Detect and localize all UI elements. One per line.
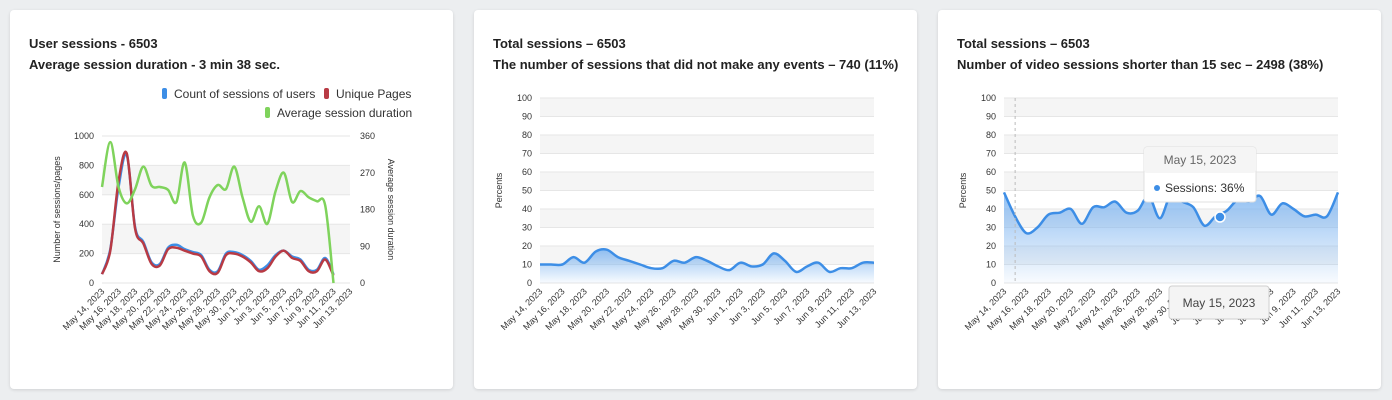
y-tick-label: 70 [986, 149, 996, 159]
grid-band [540, 98, 874, 117]
user-sessions-card: User sessions - 6503 Average session dur… [10, 10, 453, 389]
y-tick-label: 30 [986, 223, 996, 233]
y-tick-label: 90 [986, 112, 996, 122]
tooltip-label: Sessions: 36% [1165, 181, 1245, 195]
legend-swatch [265, 107, 270, 118]
y-tick-label: 20 [522, 241, 532, 251]
y-tick-label: 600 [79, 190, 94, 200]
legend-swatch [162, 88, 167, 99]
legend-swatch [324, 88, 329, 99]
y-axis-label: Percents [958, 172, 968, 208]
y-tick-label: 60 [986, 167, 996, 177]
y-tick-label: 10 [986, 260, 996, 270]
y-tick-label: 20 [986, 241, 996, 251]
crosshair-date-text: May 15, 2023 [1183, 296, 1256, 310]
series-line [100, 150, 335, 277]
legend-label: Unique Pages [336, 87, 411, 101]
y-tick-label: 0 [527, 278, 532, 288]
series-line [100, 140, 335, 284]
y-tick-label: 10 [522, 260, 532, 270]
y-tick-label: 40 [522, 204, 532, 214]
y-tick-label: 30 [522, 223, 532, 233]
y-tick-label: 40 [986, 204, 996, 214]
hover-marker [1214, 211, 1226, 223]
series-area [540, 249, 874, 283]
y-tick-label: 0 [991, 278, 996, 288]
sessions-duration-chart[interactable]: 0 200 400 600 800 1000 0 90 180 270 360 Number of s… [10, 10, 453, 389]
y-tick-label: 400 [79, 219, 94, 229]
legend-label: Average session duration [277, 106, 412, 120]
y-tick-label: 80 [522, 130, 532, 140]
y-right-tick-label: 270 [360, 168, 375, 178]
grid-band [102, 224, 350, 254]
tooltip-marker [1154, 185, 1160, 191]
y-right-tick-label: 0 [360, 278, 365, 288]
card-title: Total sessions – 6503 [493, 36, 626, 51]
y-axis-label: Percents [494, 172, 504, 208]
legend-label: Count of sessions of users [174, 87, 315, 101]
y-tick-label: 80 [986, 130, 996, 140]
y-tick-label: 90 [522, 112, 532, 122]
sessions-no-events-card: Total sessions – 6503 The number of sess… [474, 10, 917, 389]
y-axis-label: Number of sessions/pages [52, 156, 62, 263]
crosshair-date-box [1168, 285, 1270, 320]
y-right-tick-label: 90 [360, 241, 370, 251]
y-tick-label: 200 [79, 249, 94, 259]
series-area [1004, 192, 1338, 283]
tooltip: May 15, 2023 Sessions: 36% [1143, 146, 1257, 203]
card-subtitle: Average session duration - 3 min 38 sec. [29, 57, 280, 72]
y-tick-label: 0 [89, 278, 94, 288]
card-subtitle: Number of video sessions shorter than 15… [957, 57, 1324, 72]
tooltip-header [1144, 147, 1256, 173]
grid-band [540, 209, 874, 228]
card-title: Total sessions – 6503 [957, 36, 1090, 51]
card-title: User sessions - 6503 [29, 36, 158, 51]
y-tick-label: 50 [522, 186, 532, 196]
series-line [539, 248, 875, 274]
y-tick-label: 800 [79, 160, 94, 170]
y-right-tick-label: 180 [360, 205, 375, 215]
short-video-sessions-card: Total sessions – 6503 Number of video se… [938, 10, 1381, 389]
crosshair-date-tooltip: May 15, 2023 [1168, 285, 1270, 320]
y-right-axis-label: Average session duration [386, 159, 396, 260]
card-subtitle: The number of sessions that did not make… [493, 57, 899, 72]
grid-band [540, 135, 874, 154]
y-tick-label: 70 [522, 149, 532, 159]
y-tick-label: 50 [986, 186, 996, 196]
y-tick-label: 100 [517, 93, 532, 103]
grid-band [540, 172, 874, 191]
grid-band [1004, 98, 1338, 117]
y-tick-label: 1000 [74, 131, 94, 141]
y-tick-label: 60 [522, 167, 532, 177]
y-right-tick-label: 360 [360, 131, 375, 141]
y-tick-label: 100 [981, 93, 996, 103]
tooltip-date: May 15, 2023 [1164, 153, 1237, 167]
